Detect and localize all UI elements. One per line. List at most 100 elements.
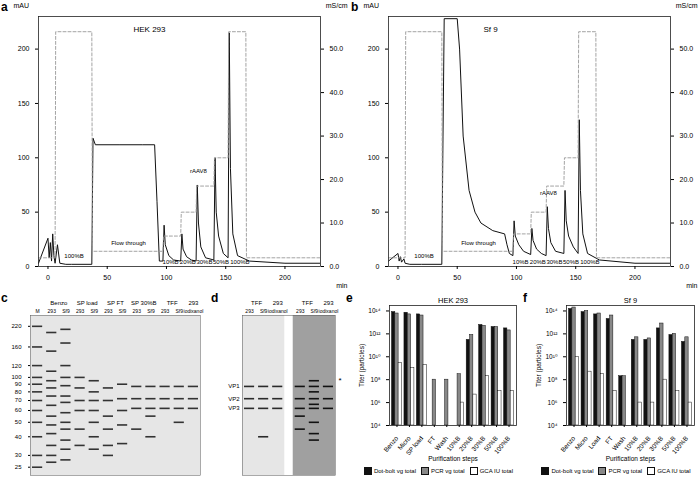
svg-text:Load: Load (587, 434, 602, 450)
svg-text:Sf9: Sf9 (260, 308, 268, 314)
svg-text:0: 0 (396, 274, 400, 281)
svg-text:40.0: 40.0 (330, 89, 344, 96)
svg-text:VP3: VP3 (228, 405, 240, 411)
svg-text:293: 293 (273, 300, 284, 306)
svg-text:100%B: 100%B (580, 259, 599, 265)
svg-text:100: 100 (11, 374, 22, 380)
svg-text:10%B: 10%B (513, 259, 529, 265)
svg-text:min: min (336, 282, 347, 289)
svg-text:iodixanol: iodixanol (319, 308, 339, 314)
svg-text:293: 293 (188, 300, 199, 306)
svg-text:10¹²: 10¹² (369, 330, 381, 337)
svg-text:Sf9: Sf9 (90, 308, 98, 314)
svg-text:20.0: 20.0 (680, 176, 694, 183)
svg-text:10⁸: 10⁸ (371, 376, 381, 383)
svg-text:20%B: 20%B (530, 259, 546, 265)
svg-text:SP load: SP load (77, 300, 98, 306)
svg-text:Sf 9: Sf 9 (484, 25, 499, 34)
svg-text:SP 30%B: SP 30%B (131, 300, 157, 306)
svg-text:Purification steps: Purification steps (606, 455, 656, 463)
svg-text:20.0: 20.0 (330, 176, 344, 183)
svg-text:293: 293 (76, 308, 85, 314)
svg-text:10⁶: 10⁶ (548, 399, 558, 406)
svg-text:200: 200 (629, 274, 641, 281)
svg-text:293: 293 (296, 308, 305, 314)
svg-text:50.0: 50.0 (330, 45, 344, 52)
svg-text:40.0: 40.0 (680, 89, 694, 96)
svg-text:150: 150 (18, 100, 30, 107)
svg-text:100: 100 (18, 154, 30, 161)
svg-text:40: 40 (15, 434, 22, 440)
svg-text:0: 0 (376, 263, 380, 270)
svg-text:50.0: 50.0 (680, 45, 694, 52)
svg-text:VP1: VP1 (228, 383, 240, 389)
svg-text:mS/cm: mS/cm (326, 2, 348, 9)
svg-text:10⁶: 10⁶ (371, 399, 381, 406)
svg-text:100%B: 100%B (670, 435, 689, 456)
svg-text:50%B: 50%B (213, 259, 229, 265)
svg-text:10¹⁴: 10¹⁴ (545, 307, 557, 314)
svg-text:200: 200 (368, 45, 380, 52)
svg-text:50: 50 (453, 274, 461, 281)
svg-text:100%B: 100%B (493, 435, 512, 456)
svg-text:0.0: 0.0 (330, 263, 340, 270)
svg-text:50: 50 (22, 208, 30, 215)
svg-text:Sf9: Sf9 (62, 308, 70, 314)
svg-text:293: 293 (245, 308, 254, 314)
svg-text:Sf9: Sf9 (147, 308, 155, 314)
svg-text:50%B: 50%B (563, 259, 579, 265)
svg-text:HEK 293: HEK 293 (438, 296, 468, 305)
svg-text:TFF: TFF (167, 300, 178, 306)
svg-text:70: 70 (15, 397, 22, 403)
svg-text:50: 50 (103, 274, 111, 281)
svg-text:100: 100 (161, 274, 173, 281)
svg-text:30.0: 30.0 (330, 132, 344, 139)
svg-text:10⁴: 10⁴ (370, 422, 380, 429)
svg-text:M: M (35, 308, 39, 314)
svg-text:100%B: 100%B (414, 253, 433, 259)
svg-text:TFF: TFF (251, 300, 262, 306)
svg-text:mS/cm: mS/cm (676, 2, 698, 9)
svg-text:Micro: Micro (573, 434, 589, 451)
svg-text:Benzo: Benzo (382, 434, 399, 453)
svg-text:Sf9: Sf9 (175, 308, 183, 314)
svg-text:100%B: 100%B (230, 259, 249, 265)
svg-text:rAAV8: rAAV8 (540, 190, 558, 196)
svg-text:iodixanol: iodixanol (184, 308, 204, 314)
svg-text:SP load: SP load (404, 434, 424, 456)
svg-text:150: 150 (368, 100, 380, 107)
svg-text:Sf 9: Sf 9 (624, 296, 637, 305)
svg-text:min: min (686, 282, 697, 289)
svg-text:25: 25 (15, 464, 22, 470)
svg-text:293: 293 (161, 308, 170, 314)
svg-text:90: 90 (15, 381, 22, 387)
svg-text:mAU: mAU (364, 2, 380, 9)
svg-text:120: 120 (11, 363, 22, 369)
svg-text:220: 220 (11, 323, 22, 329)
svg-text:Benzo: Benzo (559, 434, 576, 453)
svg-text:50: 50 (15, 419, 22, 425)
svg-text:Sf9: Sf9 (311, 308, 319, 314)
svg-text:100: 100 (368, 154, 380, 161)
svg-text:10¹⁰: 10¹⁰ (545, 353, 557, 360)
svg-text:160: 160 (11, 344, 22, 350)
svg-text:200: 200 (279, 274, 291, 281)
svg-text:150: 150 (570, 274, 582, 281)
svg-text:Flow through: Flow through (111, 240, 146, 246)
svg-text:100: 100 (511, 274, 523, 281)
svg-text:60: 60 (15, 407, 22, 413)
svg-text:Titer (particles): Titer (particles) (535, 344, 543, 387)
svg-text:Flow through: Flow through (461, 240, 496, 246)
svg-text:10¹⁴: 10¹⁴ (368, 307, 380, 314)
svg-text:0: 0 (46, 274, 50, 281)
svg-text:10%B: 10%B (163, 259, 179, 265)
svg-text:*: * (339, 376, 342, 385)
svg-text:Benzo: Benzo (50, 300, 68, 306)
svg-text:293: 293 (323, 300, 334, 306)
svg-text:50: 50 (372, 208, 380, 215)
svg-text:rAAV8: rAAV8 (190, 168, 208, 174)
svg-text:80: 80 (15, 389, 22, 395)
svg-text:0.0: 0.0 (680, 263, 690, 270)
svg-text:150: 150 (220, 274, 232, 281)
svg-text:30: 30 (15, 452, 22, 458)
